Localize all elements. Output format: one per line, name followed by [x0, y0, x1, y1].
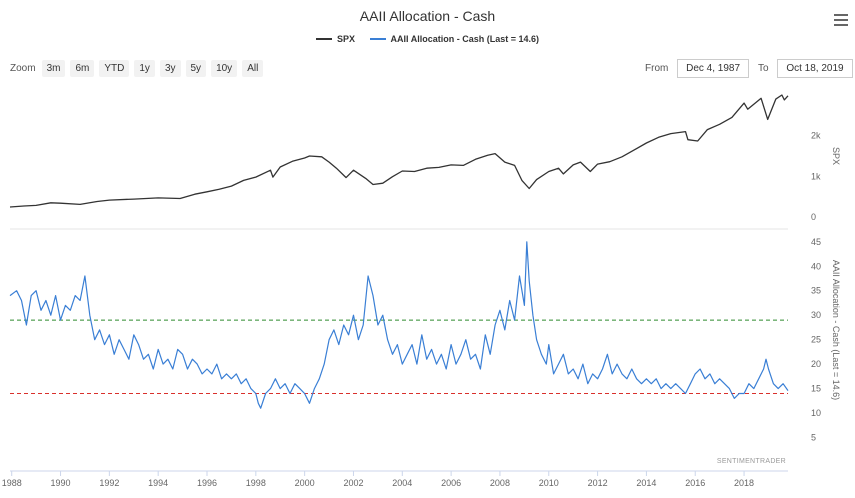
zoom-button-all[interactable]: All — [242, 60, 264, 77]
credit-text: SENTIMENTRADER — [717, 458, 786, 465]
y-axis-title-cash: AAII Allocation - Cash (Last = 14.6) — [831, 260, 841, 400]
x-tick-label: 2006 — [441, 478, 461, 488]
y-tick-label-cash: 25 — [811, 335, 821, 345]
y-axis-title-spx: SPX — [831, 147, 841, 165]
legend-label-cash: AAII Allocation - Cash (Last = 14.6) — [390, 34, 539, 44]
range-to-input[interactable]: Oct 18, 2019 — [777, 59, 853, 78]
range-from: From Dec 4, 1987 — [645, 59, 750, 78]
zoom-button-3m[interactable]: 3m — [41, 60, 66, 77]
x-tick-label: 2002 — [343, 478, 363, 488]
x-tick-label: 2000 — [295, 478, 315, 488]
y-tick-label-cash: 45 — [811, 237, 821, 247]
x-tick-label: 1990 — [51, 478, 71, 488]
legend-swatch-cash — [369, 38, 386, 40]
x-tick-label: 2004 — [392, 478, 412, 488]
y-tick-label-cash: 5 — [811, 433, 816, 443]
x-tick-label: 1994 — [148, 478, 168, 488]
menu-bar — [834, 14, 848, 16]
hamburger-menu-icon[interactable] — [834, 14, 848, 29]
x-tick-label: 1996 — [197, 478, 217, 488]
legend-item-spx[interactable]: SPX — [316, 34, 355, 44]
x-tick-label: 2016 — [685, 478, 705, 488]
y-tick-label-cash: 15 — [811, 384, 821, 394]
x-tick-label: 2008 — [490, 478, 510, 488]
legend-label-spx: SPX — [337, 34, 356, 44]
menu-bar — [834, 24, 848, 26]
zoom-controls: Zoom 3m 6m YTD 1y 3y 5y 10y All — [10, 60, 268, 77]
menu-bar — [834, 19, 848, 21]
zoom-button-1y[interactable]: 1y — [134, 60, 155, 77]
y-tick-label-cash: 40 — [811, 261, 821, 271]
zoom-label: Zoom — [10, 63, 36, 74]
range-to-label: To — [758, 63, 769, 74]
zoom-button-6m[interactable]: 6m — [70, 60, 95, 77]
y-tick-label-spx: 1k — [811, 171, 821, 181]
zoom-button-ytd[interactable]: YTD — [99, 60, 130, 77]
x-tick-label: 1988 — [2, 478, 22, 488]
x-tick-label: 1998 — [246, 478, 266, 488]
legend-item-cash[interactable]: AAII Allocation - Cash (Last = 14.6) — [369, 34, 539, 44]
series-line-spx — [9, 94, 789, 208]
chart-title: AAII Allocation - Cash — [359, 8, 496, 24]
x-tick-label: 2018 — [734, 478, 754, 488]
zoom-button-10y[interactable]: 10y — [211, 60, 238, 77]
range-from-input[interactable]: Dec 4, 1987 — [677, 59, 750, 78]
y-tick-label-cash: 20 — [811, 359, 821, 369]
x-tick-label: 1992 — [99, 478, 119, 488]
chart-legend: SPX AAII Allocation - Cash (Last = 14.6) — [0, 32, 855, 44]
range-to: To Oct 18, 2019 — [758, 59, 853, 78]
x-tick-label: 2014 — [636, 478, 656, 488]
x-tick-label: 2012 — [588, 478, 608, 488]
y-tick-label-cash: 10 — [811, 408, 821, 418]
y-tick-label-spx: 2k — [811, 131, 821, 141]
legend-swatch-spx — [316, 38, 332, 40]
y-tick-label-cash: 35 — [811, 286, 821, 296]
x-tick-label: 2010 — [539, 478, 559, 488]
y-tick-label-spx: 0 — [811, 212, 816, 222]
series-line-cash — [9, 241, 789, 409]
zoom-button-5y[interactable]: 5y — [185, 60, 207, 77]
range-from-label: From — [645, 63, 669, 74]
y-tick-label-cash: 30 — [811, 310, 821, 320]
zoom-button-3y[interactable]: 3y — [159, 60, 181, 77]
